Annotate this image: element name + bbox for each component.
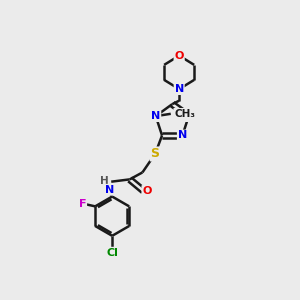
Text: N: N (178, 130, 187, 140)
Text: N: N (184, 111, 193, 121)
Text: Cl: Cl (106, 248, 118, 258)
Text: F: F (79, 199, 86, 209)
Text: CH₃: CH₃ (174, 109, 195, 119)
Text: O: O (175, 51, 184, 61)
Text: N: N (151, 111, 160, 121)
Text: N: N (105, 185, 115, 195)
Text: S: S (151, 148, 160, 160)
Text: H: H (100, 176, 109, 185)
Text: N: N (175, 84, 184, 94)
Text: O: O (142, 186, 152, 196)
